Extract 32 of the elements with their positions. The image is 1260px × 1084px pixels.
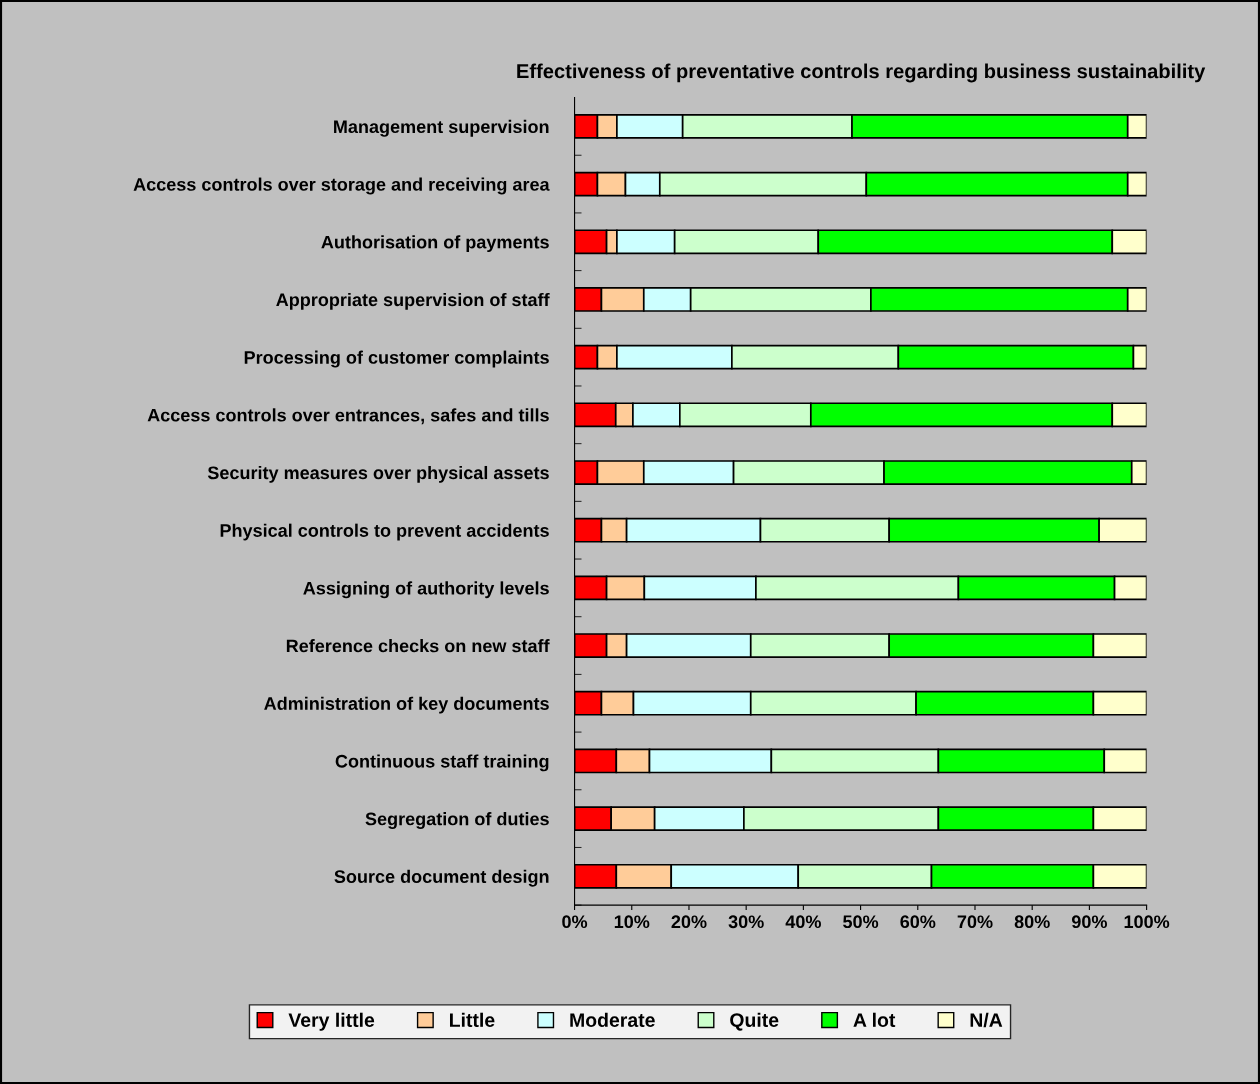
legend-label: Very little bbox=[288, 1012, 375, 1031]
legend-label: Quite bbox=[730, 1012, 779, 1031]
legend-label: Moderate bbox=[570, 1012, 655, 1027]
x-tick-label: 60% bbox=[900, 915, 936, 929]
y-tick-label: Continuous staff training bbox=[335, 754, 549, 772]
y-tick-label: Reference checks on new staff bbox=[286, 639, 550, 653]
x-tick-label: 10% bbox=[614, 915, 650, 929]
legend-label: A lot bbox=[853, 1012, 896, 1027]
y-tick-label: Segregation of duties bbox=[365, 812, 549, 829]
y-tick-label: Assigning of authority levels bbox=[303, 581, 549, 599]
legend-label: Little bbox=[450, 1012, 495, 1027]
y-tick-label: Access controls over entrances, safes and tills bbox=[147, 408, 549, 425]
x-tick-label: 70% bbox=[957, 915, 993, 929]
x-tick-label: 40% bbox=[785, 915, 821, 929]
y-tick-label: Source document design bbox=[334, 869, 549, 887]
y-tick-label: Physical controls to prevent accidents bbox=[220, 523, 549, 541]
x-tick-label: 0% bbox=[562, 915, 588, 929]
y-tick-label: Appropriate supervision of staff bbox=[276, 292, 550, 310]
chart-title: Effectiveness of preventative controls regarding business sustainability bbox=[517, 63, 1206, 83]
y-tick-label: Management supervision bbox=[334, 119, 549, 137]
x-tick-label: 20% bbox=[671, 915, 707, 929]
x-tick-label: 90% bbox=[1071, 915, 1107, 929]
x-tick-label: 30% bbox=[728, 915, 764, 929]
y-tick-label: Access controls over storage and receiving area bbox=[133, 177, 550, 195]
x-tick-label: 100% bbox=[1124, 915, 1170, 929]
legend-label: N/A bbox=[970, 1012, 1003, 1028]
x-tick-label: 50% bbox=[843, 915, 879, 929]
y-tick-label: Processing of customer complaints bbox=[244, 350, 549, 368]
y-tick-label: Administration of key documents bbox=[264, 696, 549, 714]
y-tick-label: Security measures over physical assets bbox=[207, 465, 549, 483]
x-tick-label: 80% bbox=[1014, 915, 1050, 929]
y-tick-label: Authorisation of payments bbox=[321, 235, 549, 253]
